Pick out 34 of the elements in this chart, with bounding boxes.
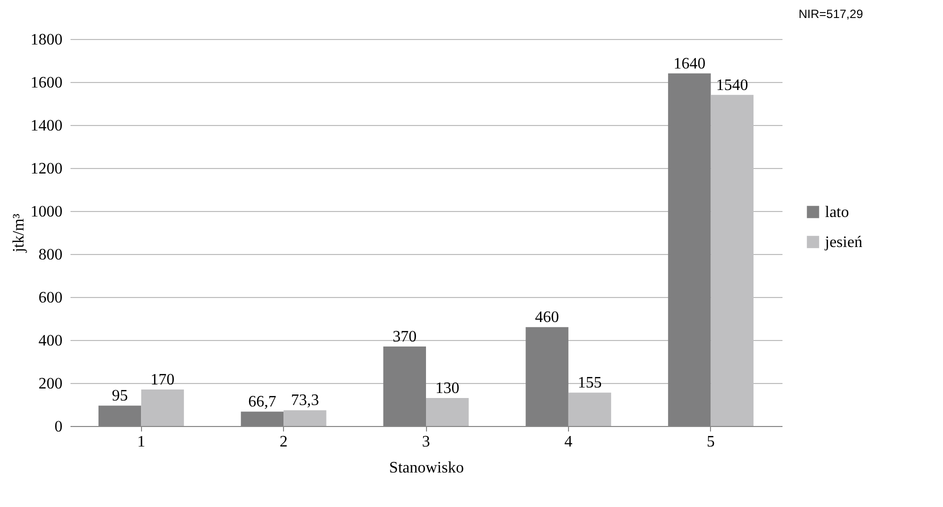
bar [284, 410, 326, 426]
x-tick-label: 3 [422, 434, 430, 450]
legend-label: jesień [824, 234, 862, 251]
x-tick-label: 4 [564, 434, 572, 450]
data-label: 370 [392, 328, 417, 346]
y-tick-label: 1000 [30, 204, 62, 220]
x-tick-label: 2 [280, 434, 288, 450]
y-tick-label: 800 [38, 246, 62, 264]
data-label: 1540 [716, 76, 748, 94]
x-axis-title: Stanowisko [389, 460, 464, 476]
bar [568, 392, 612, 426]
data-label: 66,7 [248, 394, 276, 411]
data-label: 170 [150, 371, 175, 388]
y-tick-label: 1600 [30, 74, 62, 92]
data-label: 95 [112, 388, 128, 405]
y-axis-title: jtk/m³ [10, 214, 28, 254]
y-tick-label: 200 [38, 376, 62, 392]
y-tick-label: 600 [38, 290, 62, 306]
y-tick-label: 1200 [30, 160, 62, 178]
y-tick-label: 1800 [30, 32, 62, 48]
data-label: 1640 [673, 55, 706, 72]
x-tick-label: 1 [137, 434, 146, 450]
bar [426, 398, 469, 426]
data-label: 73,3 [290, 392, 319, 410]
data-label: 155 [578, 374, 602, 392]
data-label: 460 [535, 309, 560, 326]
text: NIR=517,29 [798, 7, 864, 21]
x-tick-label: 5 [706, 434, 715, 450]
y-tick-label: 1400 [30, 118, 62, 134]
legend-label: lato [825, 204, 849, 221]
data-label: 130 [435, 380, 460, 398]
bar [141, 389, 184, 426]
y-tick-label: 0 [54, 418, 62, 436]
y-tick-label: 400 [38, 332, 62, 350]
